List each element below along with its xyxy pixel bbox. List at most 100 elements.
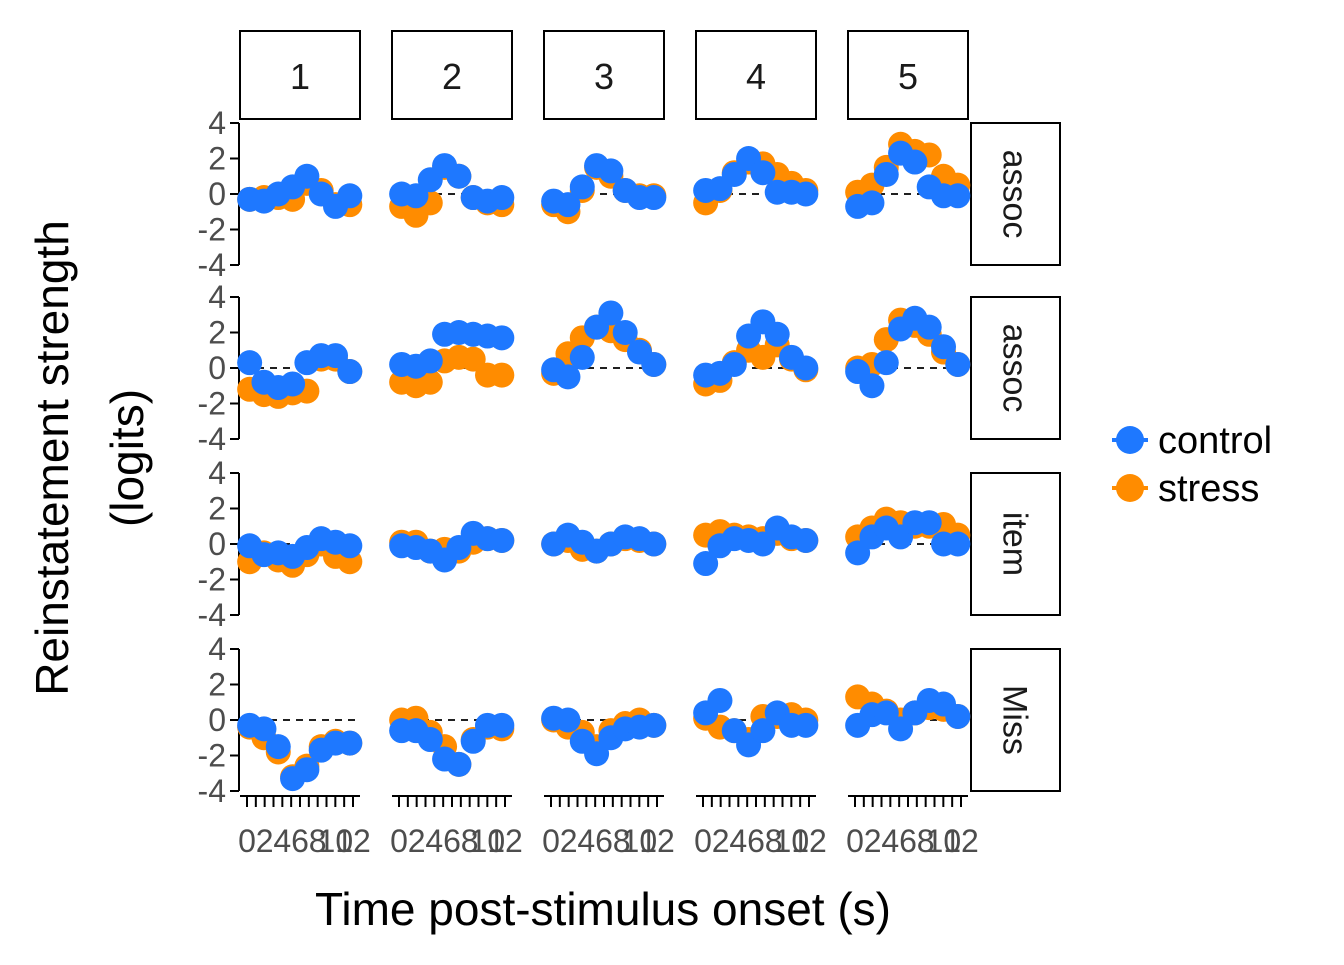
control-point <box>945 183 971 209</box>
column-strip <box>543 30 665 120</box>
x-tick-label: 4 <box>729 823 747 859</box>
y-tick-label: -4 <box>198 773 226 809</box>
column-strip <box>847 30 969 120</box>
x-tick-label: 4 <box>577 823 595 859</box>
control-point <box>446 751 472 777</box>
y-tick-label: 2 <box>208 667 226 703</box>
control-point <box>916 510 942 536</box>
x-tick-label: 12 <box>335 823 371 859</box>
control-point <box>931 334 957 360</box>
control-point <box>555 192 581 218</box>
y-tick-label: -4 <box>198 597 226 633</box>
legend-key-marker <box>1116 474 1144 502</box>
x-tick-label: 0 <box>846 823 864 859</box>
legend-label: control <box>1158 420 1272 462</box>
x-tick-label: 8 <box>613 823 631 859</box>
control-point <box>598 158 624 184</box>
x-tick-label: 10 <box>318 823 354 859</box>
control-point <box>793 527 819 553</box>
control-point <box>337 359 363 385</box>
column-strip <box>391 30 513 120</box>
x-tick-label: 4 <box>881 823 899 859</box>
x-tick-label: 4 <box>425 823 443 859</box>
control-point <box>888 716 914 742</box>
y-tick-label: -2 <box>198 212 226 248</box>
row-strip-label: Miss <box>996 685 1034 755</box>
control-point <box>845 540 871 566</box>
control-point <box>337 730 363 756</box>
y-tick-label: -4 <box>198 247 226 283</box>
control-point <box>916 314 942 340</box>
control-point <box>750 531 776 557</box>
control-point <box>294 757 320 783</box>
control-point <box>945 531 971 557</box>
row-strip <box>970 472 1061 616</box>
row-strip-label: item <box>996 512 1034 576</box>
y-tick-label: 4 <box>208 279 226 315</box>
control-point <box>873 161 899 187</box>
x-tick-label: 10 <box>622 823 658 859</box>
control-point <box>446 163 472 189</box>
x-tick-label: 8 <box>461 823 479 859</box>
control-point <box>489 527 515 553</box>
x-tick-label: 10 <box>926 823 962 859</box>
y-tick-label: 4 <box>208 105 226 141</box>
y-tick-label: 2 <box>208 141 226 177</box>
legend-label: stress <box>1158 468 1259 510</box>
control-point <box>750 718 776 744</box>
control-point <box>873 700 899 726</box>
control-point <box>460 728 486 754</box>
y-tick-label: 0 <box>208 526 226 562</box>
control-point <box>612 320 638 345</box>
x-tick-label: 2 <box>408 823 426 859</box>
control-point <box>641 351 667 377</box>
y-tick-label: 4 <box>208 631 226 667</box>
x-axis-title: Time post-stimulus onset (s) <box>315 883 891 935</box>
y-tick-label: 0 <box>208 350 226 386</box>
x-tick-label: 12 <box>791 823 827 859</box>
x-tick-label: 0 <box>542 823 560 859</box>
x-tick-label: 6 <box>443 823 461 859</box>
y-tick-label: 0 <box>208 176 226 212</box>
x-tick-label: 0 <box>694 823 712 859</box>
control-point <box>859 373 885 399</box>
control-point <box>555 707 581 733</box>
control-point <box>489 325 515 351</box>
y-tick-label: -4 <box>198 421 226 457</box>
control-point <box>251 716 277 742</box>
x-tick-label: 6 <box>899 823 917 859</box>
control-point <box>750 160 776 186</box>
x-tick-label: 8 <box>309 823 327 859</box>
x-tick-label: 4 <box>273 823 291 859</box>
control-point <box>641 531 667 557</box>
x-tick-label: 0 <box>238 823 256 859</box>
control-point <box>793 712 819 738</box>
row-strip-label: assoc <box>996 150 1034 239</box>
control-point <box>280 371 306 397</box>
control-point <box>873 350 899 376</box>
column-strip-label: 3 <box>594 56 614 97</box>
y-tick-label: 0 <box>208 702 226 738</box>
control-point <box>569 174 595 200</box>
x-tick-label: 12 <box>943 823 979 859</box>
control-point <box>641 185 667 211</box>
control-point <box>265 734 291 760</box>
stress-point <box>460 346 486 372</box>
y-tick-label: 4 <box>208 455 226 491</box>
y-tick-label: 2 <box>208 491 226 527</box>
y-tick-label: 2 <box>208 315 226 351</box>
x-tick-label: 6 <box>595 823 613 859</box>
row-strip <box>970 648 1061 792</box>
control-point <box>793 355 819 381</box>
y-tick-label: -2 <box>198 738 226 774</box>
control-point <box>641 712 667 738</box>
column-strip-label: 2 <box>442 56 462 97</box>
control-point <box>902 149 928 175</box>
control-point <box>721 351 747 377</box>
stress-point <box>417 369 443 395</box>
control-point <box>945 703 971 729</box>
y-tick-label: -2 <box>198 562 226 598</box>
control-point <box>859 190 885 216</box>
control-point <box>323 343 349 369</box>
y-axis-title-line2: (logits) <box>101 389 153 527</box>
